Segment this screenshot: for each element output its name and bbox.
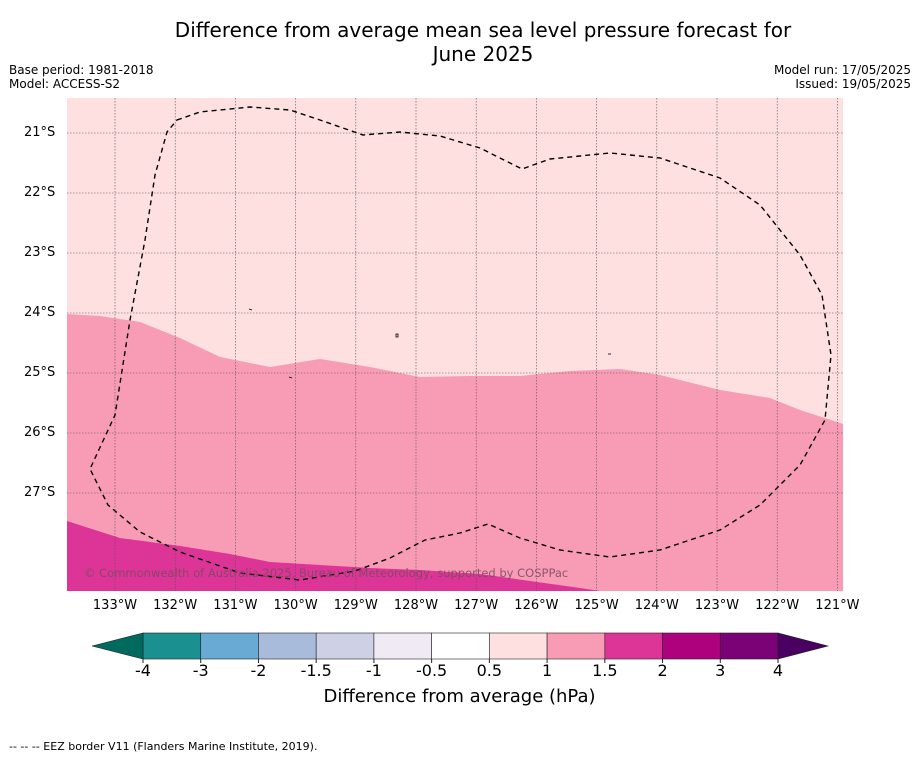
- longitude-label: 131°W: [213, 598, 258, 613]
- base-period: Base period: 1981-2018: [9, 63, 154, 77]
- longitude-label: 121°W: [815, 598, 860, 613]
- latitude-label: 26°S: [24, 425, 56, 440]
- colorbar-under-arrow: [91, 632, 144, 660]
- colorbar: [91, 632, 830, 663]
- colorbar-segment: [719, 632, 779, 660]
- colorbar-segment: [489, 632, 548, 660]
- colorbar-tick-label: -2: [250, 661, 267, 680]
- colorbar-over-arrow: [777, 632, 830, 660]
- colorbar-segment: [200, 632, 259, 660]
- colorbar-tick-label: 1.5: [592, 661, 618, 680]
- longitude-label: 128°W: [393, 598, 439, 613]
- longitude-label: 127°W: [454, 598, 499, 613]
- island-marker-2: [395, 333, 399, 338]
- colorbar-tick-label: -0.5: [416, 661, 448, 680]
- title-line-2: June 2025: [432, 42, 534, 66]
- issued-date: Issued: 19/05/2025: [795, 77, 911, 91]
- colorbar-tick-label: 2: [657, 661, 668, 680]
- latitude-label: 22°S: [24, 185, 56, 200]
- latitude-label: 24°S: [24, 305, 56, 320]
- pressure-band-1-1.5: [67, 314, 843, 591]
- footer-note: -- -- -- EEZ border V11 (Flanders Marine…: [9, 740, 318, 753]
- longitude-label: 130°W: [273, 598, 318, 613]
- meta-right: Model run: 17/05/2025 Issued: 19/05/2025: [774, 63, 911, 91]
- latitude-label: 25°S: [24, 365, 56, 380]
- longitude-label: 122°W: [755, 598, 800, 613]
- colorbar-segment: [142, 632, 202, 660]
- longitude-label: 123°W: [694, 598, 740, 613]
- colorbar-segment: [258, 632, 317, 660]
- island-marker-3: [288, 376, 293, 379]
- model-name: Model: ACCESS-S2: [9, 77, 121, 91]
- island-marker-1: [248, 308, 253, 311]
- colorbar-tick-label: -1.5: [300, 661, 332, 680]
- colorbar-segment: [373, 632, 432, 660]
- colorbar-tick-label: 0.5: [476, 661, 503, 680]
- colorbar-tick-label: -1: [365, 661, 382, 680]
- colorbar-segment: [662, 632, 721, 660]
- map-title: Difference from average mean sea level p…: [0, 18, 919, 66]
- colorbar-tick-label: 3: [715, 661, 726, 680]
- colorbar-segment: [431, 632, 490, 660]
- longitude-label: 125°W: [574, 598, 619, 613]
- model-run: Model run: 17/05/2025: [773, 63, 911, 77]
- colorbar-label: Difference from average (hPa): [323, 686, 596, 707]
- longitude-label: 124°W: [634, 598, 679, 613]
- title-line-1: Difference from average mean sea level p…: [174, 18, 792, 42]
- colorbar-tick-label: 1: [541, 661, 553, 680]
- latitude-label: 21°S: [24, 125, 56, 140]
- colorbar-segment: [546, 632, 606, 660]
- graticule: [67, 98, 843, 591]
- longitude-label: 132°W: [153, 598, 198, 613]
- colorbar-segment: [315, 632, 375, 660]
- longitude-label: 126°W: [514, 598, 559, 613]
- colorbar-tick-label: -3: [192, 661, 209, 680]
- latitude-label: 27°S: [24, 485, 56, 500]
- longitude-label: 129°W: [333, 598, 378, 613]
- latitude-label: 23°S: [24, 245, 56, 260]
- colorbar-segment: [604, 632, 663, 660]
- map-area: [67, 98, 843, 591]
- copyright-notice: © Commonwealth of Australia 2025, Bureau…: [84, 566, 569, 580]
- meta-left: Base period: 1981-2018 Model: ACCESS-S2: [9, 63, 154, 91]
- colorbar-tick-label: -4: [135, 661, 151, 680]
- colorbar-tick-label: 4: [772, 661, 784, 680]
- longitude-label: 133°W: [92, 598, 138, 613]
- pressure-band-1.5-2: [67, 521, 600, 591]
- eez-border: [89, 106, 832, 581]
